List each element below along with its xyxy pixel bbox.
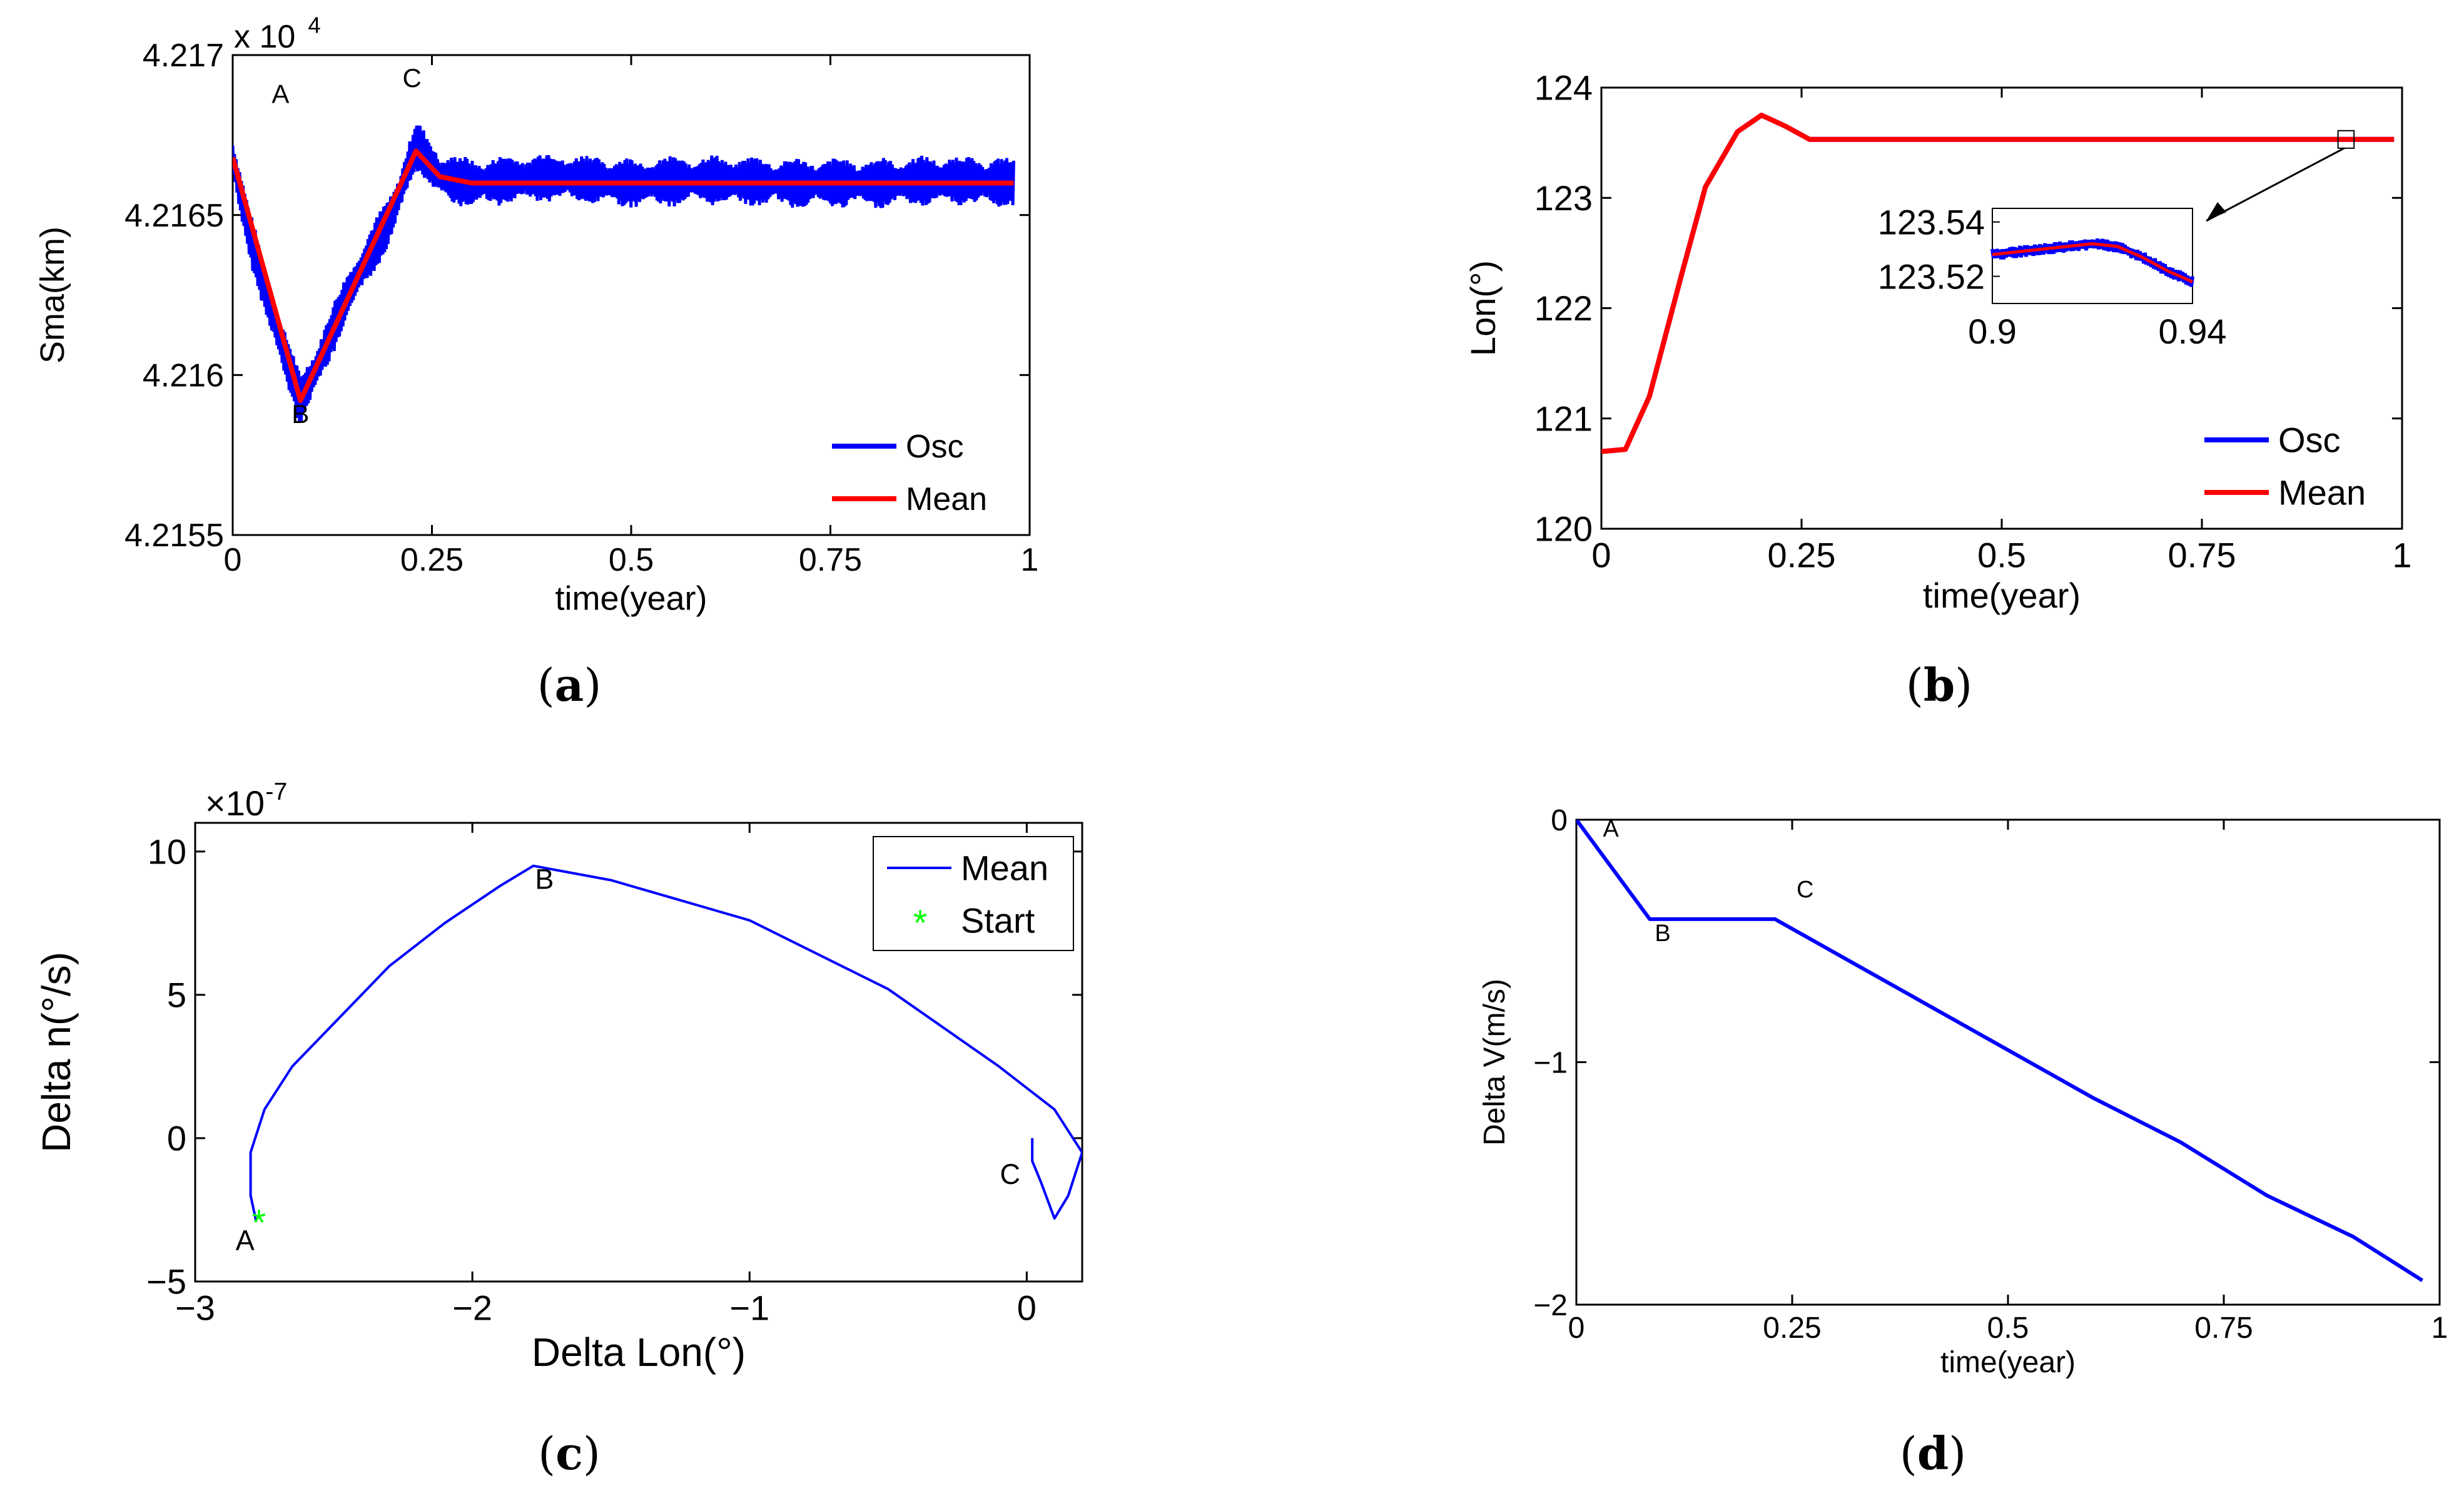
x-tick-label: 0 <box>1017 1288 1037 1328</box>
point-label: C <box>1797 877 1813 903</box>
x-tick-label: −3 <box>175 1288 215 1328</box>
legend-label: Osc <box>906 429 963 465</box>
y-tick-label: 4.216 <box>143 358 224 394</box>
x-tick-label: 0.25 <box>400 542 464 578</box>
y-tick-label: −1 <box>1533 1046 1568 1079</box>
inset-x-tick-label: 0.94 <box>2159 312 2227 351</box>
point-label: A <box>271 79 289 109</box>
inset-mean <box>1992 242 2193 283</box>
series-line-mean <box>233 148 1014 404</box>
point-label: C <box>1000 1158 1021 1190</box>
panel-caption: (d) <box>1900 1427 1967 1480</box>
panel-caption: (b) <box>1906 658 1973 711</box>
zoom-box <box>2337 130 2355 149</box>
point-label: A <box>1603 816 1620 842</box>
legend-swatch-start: * <box>913 903 928 944</box>
x-tick-label: 0.25 <box>1763 1312 1821 1345</box>
y-axis-label: Delta V(m/s) <box>1478 979 1511 1146</box>
x-tick-label: 0.5 <box>609 542 654 578</box>
x-tick-label: 0.75 <box>2168 536 2236 575</box>
x-tick-label: 0.25 <box>1768 536 1836 575</box>
point-label: B <box>535 863 554 895</box>
y-tick-label: 4.2165 <box>124 198 224 234</box>
exponent-label: x 10 <box>234 19 295 55</box>
series-line-0 <box>1576 820 2424 1282</box>
point-label: B <box>292 399 309 429</box>
y-tick-label: 4.2155 <box>124 517 224 554</box>
y-tick-label: 0 <box>167 1119 186 1158</box>
zoom-arrowhead <box>2206 202 2226 221</box>
chart-c: −3 −2 −1 0 −5 0 5 10 Delta Lon(°) Delta n(°/s) ×10… <box>34 778 1083 1480</box>
x-tick-label: 1 <box>2431 1312 2448 1345</box>
legend-box <box>873 836 1074 951</box>
x-tick-label: 1 <box>1021 542 1039 578</box>
series-group: * <box>249 864 1082 1243</box>
series-group <box>233 125 1015 422</box>
x-tick-label: 0 <box>1591 536 1611 575</box>
y-tick-label: 121 <box>1534 399 1593 438</box>
inset: 123.52 123.54 0.9 0.94 <box>1878 130 2355 351</box>
series-group <box>1601 113 2395 454</box>
x-tick-label: 0 <box>1568 1312 1585 1345</box>
panel-caption-letter: a <box>555 658 584 711</box>
y-tick-label: 124 <box>1534 68 1593 108</box>
zoom-arrow-line <box>2206 147 2345 222</box>
legend-label: Mean <box>961 848 1048 888</box>
series-line-mean <box>1601 113 2395 454</box>
x-tick-label: 1 <box>2392 536 2411 575</box>
y-tick-label: 120 <box>1534 509 1593 549</box>
x-axis-label: Delta Lon(°) <box>532 1330 746 1375</box>
y-tick-label: 0 <box>1551 804 1568 837</box>
inset-y-tick-label: 123.54 <box>1878 203 1985 242</box>
chart-a: 0 0.25 0.5 0.75 1 4.2155 4.216 4.2165 4.217 time(… <box>34 13 1038 711</box>
x-tick-label: −1 <box>729 1288 769 1328</box>
series-group <box>1576 820 2424 1282</box>
y-tick-label: 123 <box>1534 178 1593 218</box>
x-tick-label: 0 <box>224 542 242 578</box>
panel-caption: (c) <box>538 1427 601 1480</box>
y-tick-label: 122 <box>1534 288 1593 328</box>
exponent-power: -7 <box>265 778 287 805</box>
start-marker: * <box>252 1203 266 1243</box>
panel-caption-letter: d <box>1917 1427 1949 1480</box>
y-tick-label: 5 <box>167 975 186 1014</box>
chart-d: 0 0.25 0.5 0.75 1 −2 −1 0 time(year) Delta V(m/s)… <box>1478 804 2448 1480</box>
legend-label: Start <box>961 901 1035 940</box>
plot-frame <box>194 822 1083 1283</box>
exponent-power: 4 <box>308 13 320 38</box>
y-tick-label: −5 <box>146 1262 186 1302</box>
point-label: C <box>402 63 421 93</box>
chart-b: 0 0.25 0.5 0.75 1 120 121 122 123 124 time(year) Lo… <box>1463 68 2412 711</box>
x-axis-label: time(year) <box>555 579 707 617</box>
x-axis-label: time(year) <box>1923 576 2081 615</box>
point-label: B <box>1655 920 1670 947</box>
plot-frame <box>1575 818 2441 1306</box>
exponent-label: ×10 <box>205 783 265 823</box>
x-axis-label: time(year) <box>1940 1346 2076 1379</box>
x-tick-label: −2 <box>452 1288 492 1328</box>
inset-y-tick-label: 123.52 <box>1878 257 1985 297</box>
series-osc-band <box>233 125 1015 422</box>
panel-caption-letter: c <box>555 1427 583 1480</box>
series-line-mean <box>249 864 1082 1222</box>
x-tick-label: 0.5 <box>1977 536 2026 575</box>
y-axis-label: Sma(km) <box>34 227 71 364</box>
point-label: A <box>236 1225 255 1256</box>
y-axis-label: Delta n(°/s) <box>34 952 79 1153</box>
y-axis-label: Lon(°) <box>1463 260 1503 356</box>
plot-frame <box>1600 86 2403 530</box>
legend-label: Mean <box>2278 473 2366 512</box>
y-tick-label: −2 <box>1533 1289 1568 1322</box>
y-tick-label: 10 <box>148 832 186 871</box>
panel-caption-letter: b <box>1924 658 1955 711</box>
legend-label: Osc <box>2278 420 2341 460</box>
legend-label: Mean <box>906 481 987 517</box>
inset-x-tick-label: 0.9 <box>1968 312 2017 351</box>
x-tick-label: 0.75 <box>799 542 862 578</box>
y-tick-label: 4.217 <box>143 38 224 74</box>
x-tick-label: 0.75 <box>2194 1312 2253 1345</box>
panel-caption: (a) <box>537 658 602 711</box>
x-tick-label: 0.5 <box>1987 1312 2029 1345</box>
